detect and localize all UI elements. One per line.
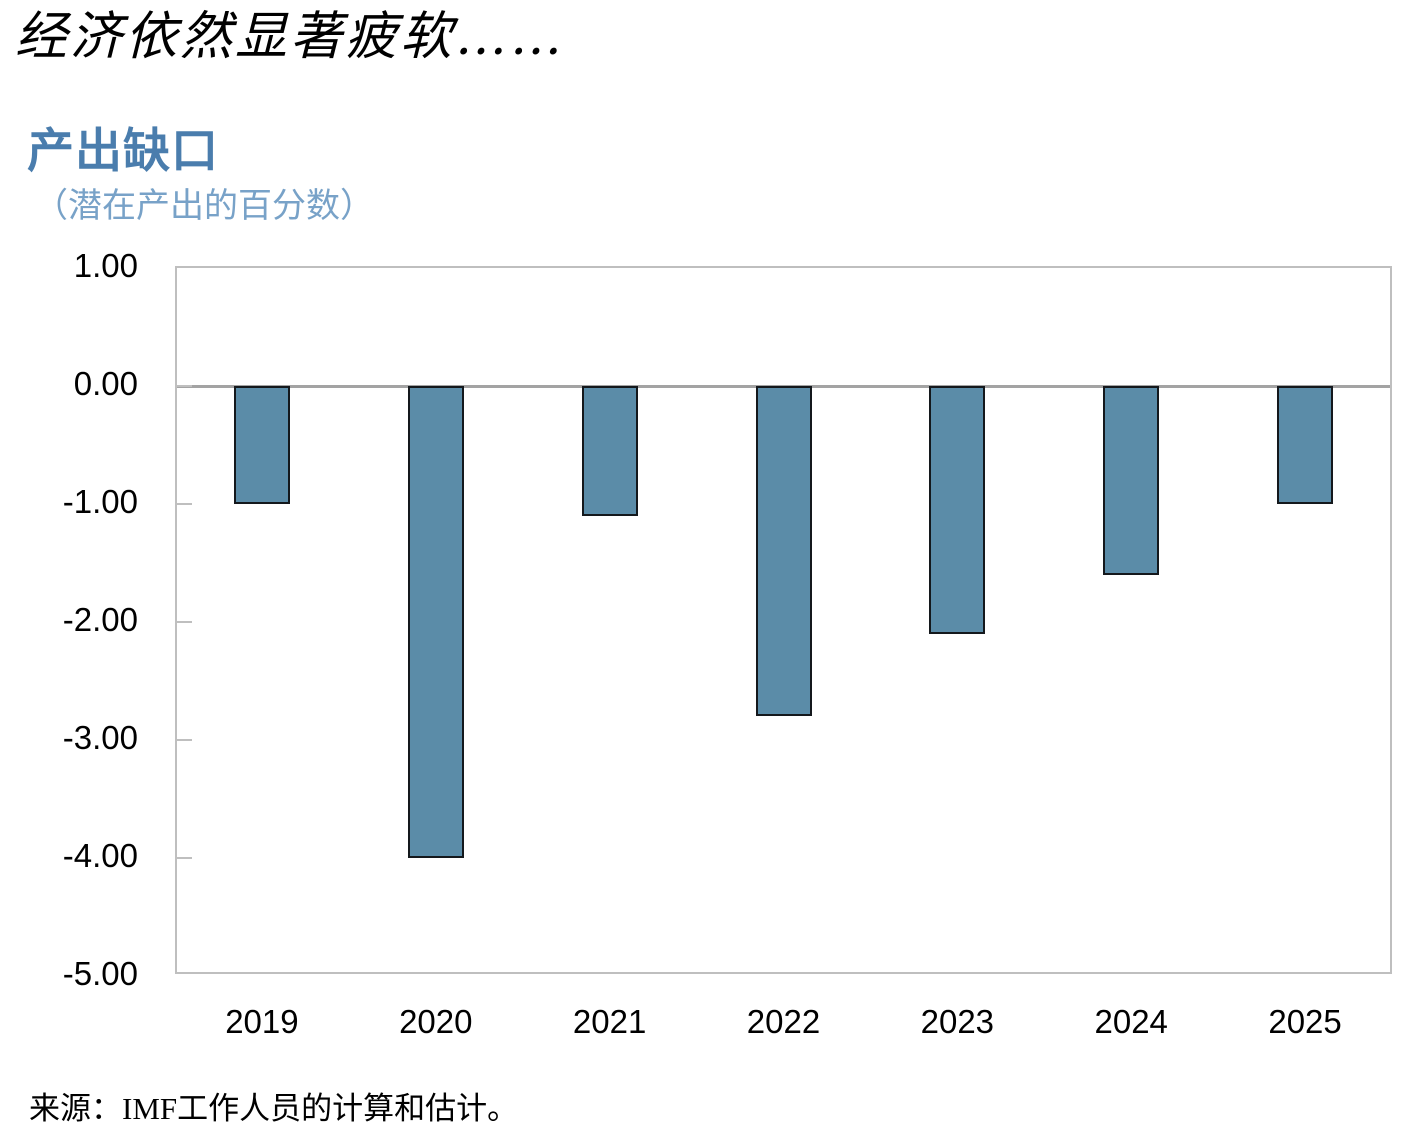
page-title: 经济依然显著疲软…… [15, 7, 566, 67]
y-axis-tick-label: -1.00 [62, 483, 138, 520]
plot-area [175, 266, 1392, 974]
y-axis-tick-label: -4.00 [62, 837, 138, 874]
bar-2023 [929, 386, 986, 634]
y-axis-tick-label: -5.00 [62, 955, 138, 992]
bar-2024 [1103, 386, 1160, 575]
y-axis-tick-label: 0.00 [73, 365, 138, 402]
y-axis-tick-mark [177, 503, 192, 505]
chart-title: 产出缺口 [27, 126, 219, 178]
bar-2025 [1277, 386, 1334, 504]
x-axis-tick-label: 2025 [1268, 1003, 1342, 1040]
bar-2022 [755, 386, 812, 717]
y-axis-tick-mark [177, 739, 192, 741]
y-axis-tick-label: -2.00 [62, 601, 138, 638]
x-axis-tick-label: 2021 [572, 1003, 647, 1040]
x-axis-tick-label: 2020 [399, 1003, 473, 1040]
bar-2019 [233, 386, 290, 504]
y-axis-tick-label: 1.00 [73, 247, 138, 284]
x-axis-tick-label: 2019 [225, 1003, 299, 1040]
y-axis-tick-label: -3.00 [62, 719, 138, 756]
bar-2021 [581, 386, 638, 516]
y-axis-tick-mark [177, 857, 192, 859]
x-axis-tick-label: 2024 [1094, 1003, 1168, 1040]
y-axis-tick-mark [177, 621, 192, 623]
bar-2020 [407, 386, 464, 858]
chart-subtitle: （潜在产出的百分数） [34, 188, 374, 225]
source-note: 来源：IMF工作人员的计算和估计。 [29, 1091, 519, 1126]
y-axis-tick-mark [177, 385, 192, 387]
x-axis-tick-label: 2023 [920, 1003, 995, 1040]
x-axis-tick-label: 2022 [746, 1003, 821, 1040]
